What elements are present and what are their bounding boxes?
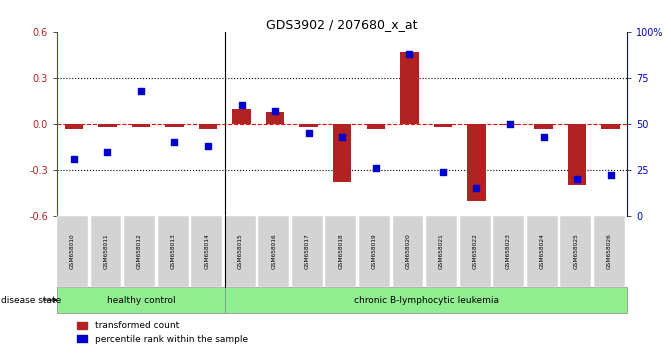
Text: GSM658010: GSM658010 <box>70 234 75 269</box>
Point <box>270 108 280 114</box>
FancyBboxPatch shape <box>225 287 627 313</box>
Point <box>169 139 180 145</box>
Bar <box>366 124 385 129</box>
Text: GSM658022: GSM658022 <box>472 233 478 269</box>
Point <box>236 103 247 108</box>
Text: GSM658017: GSM658017 <box>305 234 310 269</box>
Point <box>303 130 314 136</box>
Bar <box>400 52 419 124</box>
Text: chronic B-lymphocytic leukemia: chronic B-lymphocytic leukemia <box>354 296 499 304</box>
Text: GSM658025: GSM658025 <box>573 233 578 269</box>
Bar <box>601 124 620 129</box>
Bar <box>232 109 251 124</box>
Point <box>102 149 113 154</box>
Title: GDS3902 / 207680_x_at: GDS3902 / 207680_x_at <box>266 18 418 31</box>
Text: disease state: disease state <box>1 296 62 304</box>
Point <box>370 165 381 171</box>
Point <box>605 173 616 178</box>
Text: GSM658023: GSM658023 <box>506 233 511 269</box>
Bar <box>132 124 150 127</box>
Text: GSM658013: GSM658013 <box>170 234 176 269</box>
Point <box>572 176 582 182</box>
Bar <box>433 124 452 127</box>
Text: GSM658014: GSM658014 <box>204 234 209 269</box>
Bar <box>568 124 586 185</box>
Bar <box>501 124 519 125</box>
Point <box>337 134 348 139</box>
Point <box>437 169 448 175</box>
Text: GSM658012: GSM658012 <box>137 234 142 269</box>
Bar <box>266 112 285 124</box>
Legend: transformed count, percentile rank within the sample: transformed count, percentile rank withi… <box>73 318 252 348</box>
Bar <box>299 124 318 127</box>
Text: GSM658011: GSM658011 <box>103 234 109 269</box>
Point <box>404 51 415 57</box>
Text: GSM658020: GSM658020 <box>405 233 411 269</box>
Point <box>203 143 213 149</box>
Text: GSM658016: GSM658016 <box>271 234 276 269</box>
Bar <box>534 124 553 129</box>
Bar <box>165 124 184 127</box>
Bar <box>199 124 217 129</box>
Bar <box>333 124 352 182</box>
Text: healthy control: healthy control <box>107 296 175 304</box>
Text: GSM658024: GSM658024 <box>539 233 545 269</box>
Point <box>538 134 549 139</box>
Bar <box>467 124 486 201</box>
Point <box>505 121 515 127</box>
Text: GSM658015: GSM658015 <box>238 234 243 269</box>
Text: GSM658026: GSM658026 <box>607 234 612 269</box>
Text: GSM658021: GSM658021 <box>439 234 444 269</box>
Bar <box>98 124 117 127</box>
Bar <box>64 124 83 129</box>
Text: GSM658019: GSM658019 <box>372 234 377 269</box>
Text: GSM658018: GSM658018 <box>338 234 344 269</box>
FancyBboxPatch shape <box>57 287 225 313</box>
Point <box>471 185 482 191</box>
Point <box>136 88 146 93</box>
Point <box>68 156 79 162</box>
